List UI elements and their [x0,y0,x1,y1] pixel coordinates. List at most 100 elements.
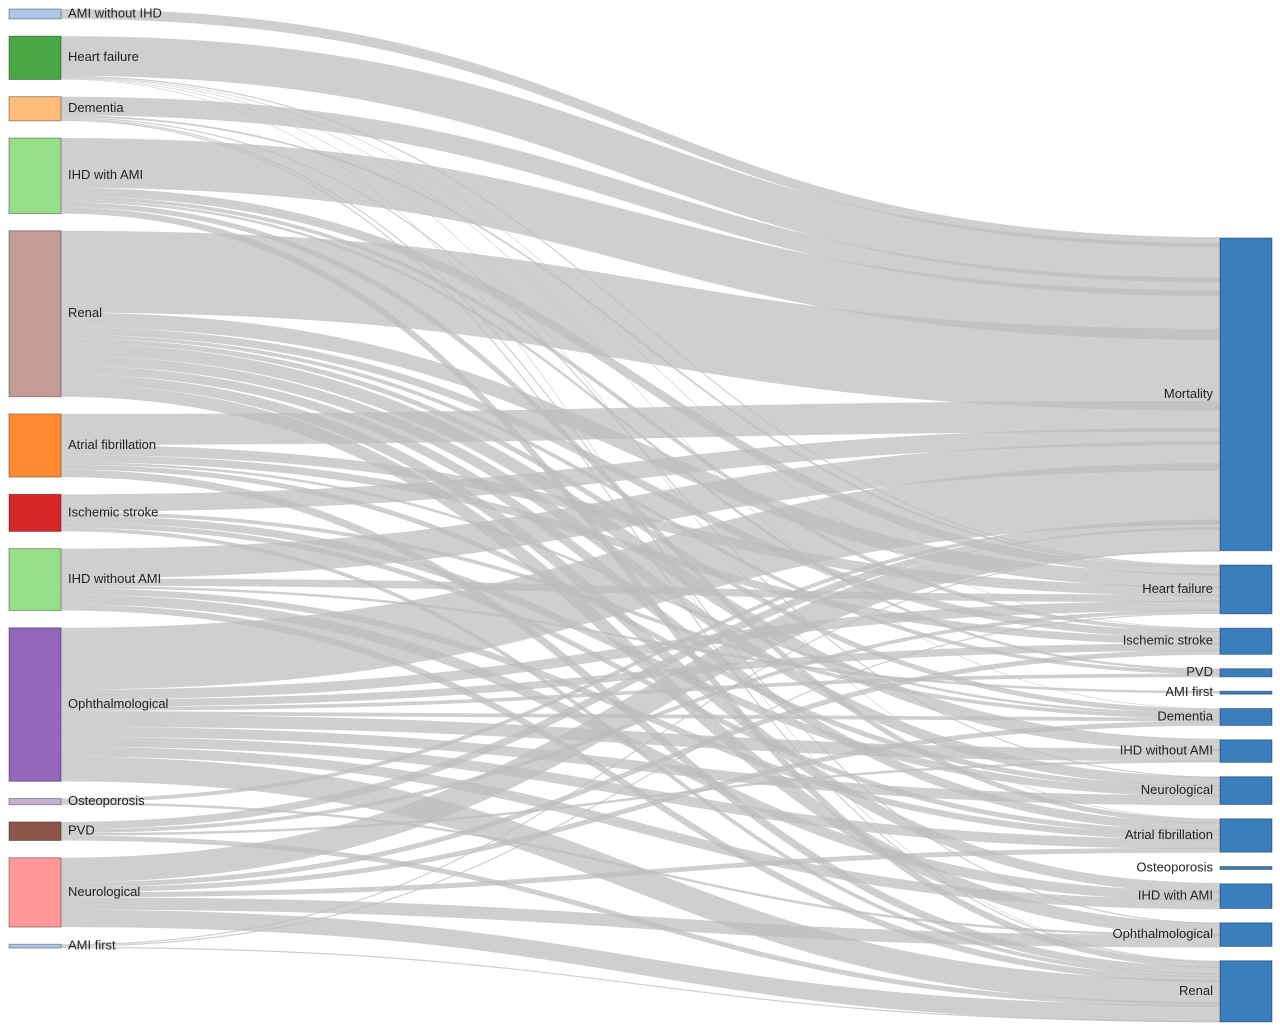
node-src-ami-first[interactable]: AMI first [8,938,116,953]
node-label-src-ihd-without-ami: IHD without AMI [68,571,161,586]
node-bar-src-heart-failure[interactable] [8,35,62,80]
node-src-dementia[interactable]: Dementia [8,96,124,122]
node-label-tgt-ihd-with-ami: IHD with AMI [1138,888,1213,903]
link-ischemic-stroke-to-dementia[interactable] [60,511,1221,719]
node-bar-src-atrial-fibrillation[interactable] [8,413,62,478]
node-tgt-ami-first[interactable]: AMI first [1165,684,1273,699]
link-ophthalmological-to-ihd-without-ami[interactable] [60,714,1221,762]
node-tgt-osteoporosis[interactable]: Osteoporosis [1136,859,1273,874]
link-ihd-without-ami-to-ami-first[interactable] [60,585,1221,694]
node-tgt-pvd[interactable]: PVD [1186,664,1273,679]
node-bar-tgt-ihd-with-ami[interactable] [1219,883,1273,909]
node-bar-tgt-heart-failure[interactable] [1219,564,1273,615]
node-tgt-neurological[interactable]: Neurological [1141,776,1273,805]
link-dementia-to-mortality[interactable] [60,96,1221,297]
link-ami-first-to-renal[interactable] [60,946,1221,1023]
node-bar-src-neurological[interactable] [8,857,62,928]
link-neurological-to-atrial-fibrillation[interactable] [60,847,1221,898]
node-label-src-ami-without-ihd: AMI without IHD [68,5,162,20]
link-neurological-to-mortality[interactable] [60,526,1221,883]
node-tgt-dementia[interactable]: Dementia [1157,708,1273,726]
node-src-heart-failure[interactable]: Heart failure [8,35,139,80]
node-bar-src-ischemic-stroke[interactable] [8,493,62,532]
node-bar-src-ihd-without-ami[interactable] [8,548,62,612]
node-src-ischemic-stroke[interactable]: Ischemic stroke [8,493,158,532]
node-bar-src-ihd-with-ami[interactable] [8,137,62,215]
node-bar-tgt-osteoporosis[interactable] [1219,866,1273,870]
node-bar-src-osteoporosis[interactable] [8,798,62,806]
node-bar-tgt-atrial-fibrillation[interactable] [1219,818,1273,853]
node-tgt-mortality[interactable]: Mortality [1164,237,1273,552]
link-renal-to-ischemic-stroke[interactable] [60,327,1221,639]
link-ischemic-stroke-to-neurological[interactable] [60,515,1221,797]
node-bar-tgt-neurological[interactable] [1219,776,1273,805]
link-heart-failure-to-mortality[interactable] [60,36,1221,283]
node-tgt-ischemic-stroke[interactable]: Ischemic stroke [1123,627,1273,655]
node-bar-src-ami-without-ihd[interactable] [8,8,62,20]
node-label-tgt-atrial-fibrillation: Atrial fibrillation [1125,827,1213,842]
node-tgt-ophthalmological[interactable]: Ophthalmological [1113,922,1273,947]
sankey-nodes: AMI without IHD Heart failure Dementia IHD … [8,5,1273,1023]
link-pvd-to-ihd-without-ami[interactable] [60,760,1221,836]
link-renal-to-dementia[interactable] [60,338,1221,714]
node-bar-src-ami-first[interactable] [8,943,62,949]
link-ischemic-stroke-to-mortality[interactable] [60,427,1221,512]
node-bar-tgt-ami-first[interactable] [1219,690,1273,695]
node-label-tgt-heart-failure: Heart failure [1142,581,1213,596]
link-neurological-to-ischemic-stroke[interactable] [60,649,1221,888]
node-src-pvd[interactable]: PVD [8,821,95,842]
node-src-renal[interactable]: Renal [8,230,102,398]
sankey-links [60,9,1221,1023]
link-neurological-to-dementia[interactable] [60,720,1221,893]
link-ophthalmological-to-mortality[interactable] [60,463,1221,690]
link-ophthalmological-to-heart-failure[interactable] [60,600,1221,700]
node-bar-src-ophthalmological[interactable] [8,627,62,782]
node-label-tgt-ami-first: AMI first [1165,684,1213,699]
link-atrial-fibrillation-to-neurological[interactable] [60,464,1221,791]
node-bar-src-dementia[interactable] [8,96,62,122]
node-bar-tgt-dementia[interactable] [1219,708,1273,726]
node-bar-src-pvd[interactable] [8,821,62,842]
node-bar-tgt-mortality[interactable] [1219,237,1273,552]
link-ami-first-to-heart-failure[interactable] [60,612,1221,947]
link-ophthalmological-to-ihd-with-ami[interactable] [60,746,1221,910]
node-tgt-heart-failure[interactable]: Heart failure [1142,564,1273,615]
node-bar-tgt-renal[interactable] [1219,960,1273,1023]
node-bar-tgt-ischemic-stroke[interactable] [1219,627,1273,655]
link-ami-first-to-mortality[interactable] [60,549,1221,946]
node-label-tgt-renal: Renal [1179,983,1213,998]
link-neurological-to-renal[interactable] [60,909,1221,1023]
node-label-tgt-neurological: Neurological [1141,782,1213,797]
link-ihd-without-ami-to-mortality[interactable] [60,441,1221,579]
link-osteoporosis-to-mortality[interactable] [60,519,1221,803]
node-src-neurological[interactable]: Neurological [8,857,140,928]
link-pvd-to-mortality[interactable] [60,522,1221,830]
node-src-ami-without-ihd[interactable]: AMI without IHD [8,5,162,20]
node-bar-tgt-ophthalmological[interactable] [1219,922,1273,947]
link-atrial-fibrillation-to-mortality[interactable] [60,400,1221,445]
link-renal-to-ihd-with-ami[interactable] [60,374,1221,893]
node-src-ophthalmological[interactable]: Ophthalmological [8,627,169,782]
node-bar-tgt-pvd[interactable] [1219,668,1273,678]
link-ophthalmological-to-atrial-fibrillation[interactable] [60,736,1221,849]
node-tgt-ihd-without-ami[interactable]: IHD without AMI [1120,739,1273,763]
link-pvd-to-heart-failure[interactable] [60,609,1221,834]
link-ihd-with-ami-to-mortality[interactable] [60,138,1221,340]
node-label-tgt-dementia: Dementia [1157,708,1213,723]
link-renal-to-mortality[interactable] [60,230,1221,411]
node-bar-tgt-ihd-without-ami[interactable] [1219,739,1273,763]
node-label-tgt-pvd: PVD [1186,664,1213,679]
link-neurological-to-ophthalmological[interactable] [60,897,1221,948]
node-label-tgt-osteoporosis: Osteoporosis [1136,859,1213,874]
node-label-tgt-mortality: Mortality [1164,386,1214,401]
node-bar-src-renal[interactable] [8,230,62,398]
node-tgt-atrial-fibrillation[interactable]: Atrial fibrillation [1125,818,1273,853]
node-src-ihd-with-ami[interactable]: IHD with AMI [8,137,143,215]
node-src-atrial-fibrillation[interactable]: Atrial fibrillation [8,413,156,478]
node-label-src-renal: Renal [68,305,102,320]
node-src-osteoporosis[interactable]: Osteoporosis [8,793,145,808]
node-src-ihd-without-ami[interactable]: IHD without AMI [8,548,161,612]
node-tgt-renal[interactable]: Renal [1179,960,1273,1023]
node-tgt-ihd-with-ami[interactable]: IHD with AMI [1138,883,1273,909]
link-ami-without-ihd-to-mortality[interactable] [60,9,1221,248]
